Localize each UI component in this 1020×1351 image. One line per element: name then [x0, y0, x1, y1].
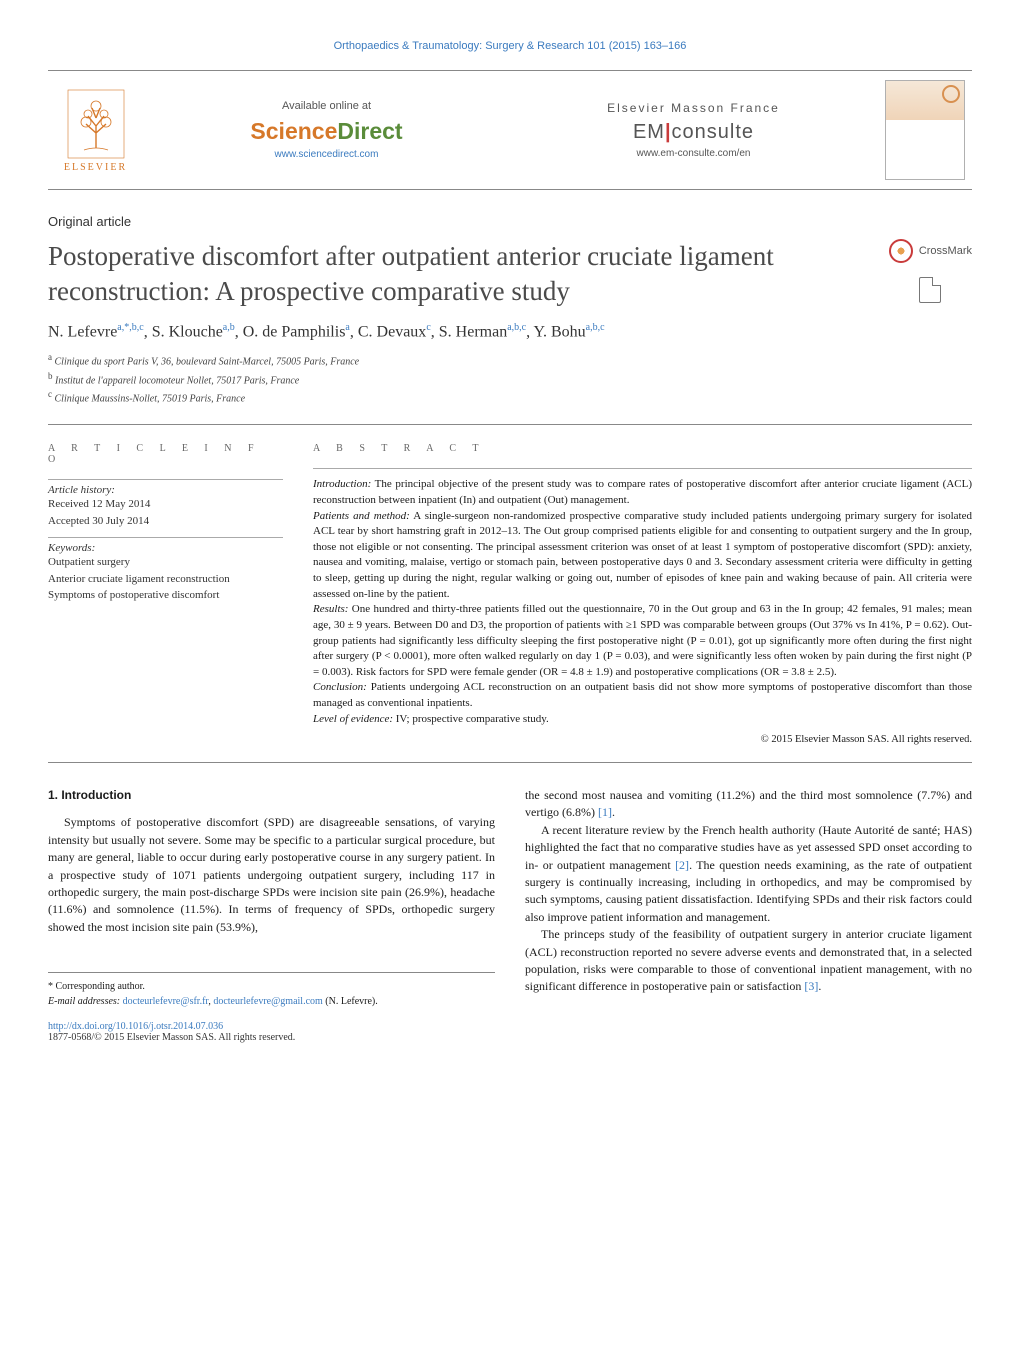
affiliations: a Clinique du sport Paris V, 36, bouleva…: [48, 351, 972, 406]
article-title: Postoperative discomfort after outpatien…: [48, 239, 889, 308]
col2-p1a: the second most nausea and vomiting (11.…: [525, 788, 972, 819]
abs-res-label: Results:: [313, 603, 348, 615]
abs-con-label: Conclusion:: [313, 681, 367, 693]
abs-intro: The principal objective of the present s…: [313, 478, 972, 506]
em-post: consulte: [672, 121, 755, 143]
info-abstract-row: A R T I C L E I N F O Article history: R…: [48, 443, 972, 748]
abs-loe: IV; prospective comparative study.: [393, 713, 549, 725]
accepted-date: Accepted 30 July 2014: [48, 513, 283, 530]
article-info-heading: A R T I C L E I N F O: [48, 443, 283, 465]
abstract-column: A B S T R A C T Introduction: The princi…: [313, 443, 972, 748]
email-2[interactable]: docteurlefevre@gmail.com: [213, 996, 322, 1007]
abstract-heading: A B S T R A C T: [313, 443, 972, 454]
elsevier-tree-icon: [65, 88, 127, 160]
keyword-2: Anterior cruciate ligament reconstructio…: [48, 571, 283, 588]
abs-res: One hundred and thirty-three patients fi…: [313, 603, 972, 677]
journal-reference: Orthopaedics & Traumatology: Surgery & R…: [48, 40, 972, 52]
em-pre: EM: [633, 121, 665, 143]
affiliation-c: Clinique Maussins-Nollet, 75019 Paris, F…: [55, 393, 246, 404]
footer: http://dx.doi.org/10.1016/j.otsr.2014.07…: [48, 1021, 972, 1043]
abs-loe-label: Level of evidence:: [313, 713, 393, 725]
journal-cover-box: [877, 71, 972, 189]
header-middle: Available online at ScienceDirect www.sc…: [143, 71, 877, 189]
crossmark-label: CrossMark: [919, 245, 972, 257]
abstract-copyright: © 2015 Elsevier Masson SAS. All rights r…: [313, 733, 972, 748]
sciencedirect-url[interactable]: www.sciencedirect.com: [275, 149, 379, 160]
column-left: 1. Introduction Symptoms of postoperativ…: [48, 787, 495, 1009]
em-bar: |: [665, 121, 672, 143]
received-date: Received 12 May 2014: [48, 496, 283, 513]
col1-para-1: Symptoms of postoperative discomfort (SP…: [48, 814, 495, 936]
abstract-body: Introduction: The principal objective of…: [313, 468, 972, 748]
ref-2[interactable]: [2]: [675, 858, 689, 872]
journal-cover-image: [885, 80, 965, 180]
article-history-label: Article history:: [48, 479, 283, 496]
sciencedirect-box: Available online at ScienceDirect www.sc…: [143, 71, 510, 189]
sd-science: Science: [250, 118, 337, 144]
elsevier-masson-text: Elsevier Masson France: [607, 101, 780, 115]
footnote-block: * Corresponding author. E-mail addresses…: [48, 972, 495, 1009]
ref-3[interactable]: [3]: [804, 979, 818, 993]
divider-2: [48, 762, 972, 763]
doi-link[interactable]: http://dx.doi.org/10.1016/j.otsr.2014.07…: [48, 1021, 223, 1032]
keyword-1: Outpatient surgery: [48, 554, 283, 571]
article-info: A R T I C L E I N F O Article history: R…: [48, 443, 283, 748]
badges: CrossMark: [889, 239, 972, 303]
abs-pm-label: Patients and method:: [313, 510, 410, 522]
col2-p3a: The princeps study of the feasibility of…: [525, 927, 972, 993]
emconsulte-logo: EM|consulte: [633, 121, 754, 144]
available-online-text: Available online at: [282, 100, 371, 112]
keywords-label: Keywords:: [48, 537, 283, 554]
header-row: ELSEVIER Available online at ScienceDire…: [48, 70, 972, 190]
col2-p3b: .: [818, 979, 821, 993]
emconsulte-box: Elsevier Masson France EM|consulte www.e…: [510, 71, 877, 189]
email-tail: (N. Lefevre).: [323, 996, 378, 1007]
body-columns: 1. Introduction Symptoms of postoperativ…: [48, 787, 972, 1009]
affiliation-b: Institut de l'appareil locomoteur Nollet…: [55, 375, 299, 386]
sd-direct: Direct: [337, 118, 402, 144]
abs-con: Patients undergoing ACL reconstruction o…: [313, 681, 972, 709]
document-icon[interactable]: [919, 277, 941, 303]
keyword-3: Symptoms of postoperative discomfort: [48, 587, 283, 604]
ref-1[interactable]: [1]: [598, 805, 612, 819]
elsevier-logo-box: ELSEVIER: [48, 71, 143, 189]
divider: [48, 424, 972, 425]
authors: N. Lefevrea,*,b,c, S. Klouchea,b, O. de …: [48, 322, 972, 341]
corresponding-author: * Corresponding author.: [48, 979, 495, 994]
article-type: Original article: [48, 214, 972, 229]
col2-p1b: .: [612, 805, 615, 819]
abs-intro-label: Introduction:: [313, 478, 371, 490]
title-row: Postoperative discomfort after outpatien…: [48, 239, 972, 308]
elsevier-text: ELSEVIER: [64, 162, 127, 173]
sciencedirect-logo: ScienceDirect: [250, 118, 402, 145]
abs-pm: A single-surgeon non-randomized prospect…: [313, 510, 972, 600]
section-1-heading: 1. Introduction: [48, 787, 495, 804]
issn-copyright: 1877-0568/© 2015 Elsevier Masson SAS. Al…: [48, 1032, 972, 1043]
email-1[interactable]: docteurlefevre@sfr.fr: [123, 996, 209, 1007]
affiliation-a: Clinique du sport Paris V, 36, boulevard…: [55, 357, 360, 368]
emconsulte-url[interactable]: www.em-consulte.com/en: [637, 148, 751, 159]
email-label: E-mail addresses:: [48, 996, 123, 1007]
crossmark-icon: [889, 239, 913, 263]
crossmark-badge[interactable]: CrossMark: [889, 239, 972, 263]
column-right: the second most nausea and vomiting (11.…: [525, 787, 972, 1009]
